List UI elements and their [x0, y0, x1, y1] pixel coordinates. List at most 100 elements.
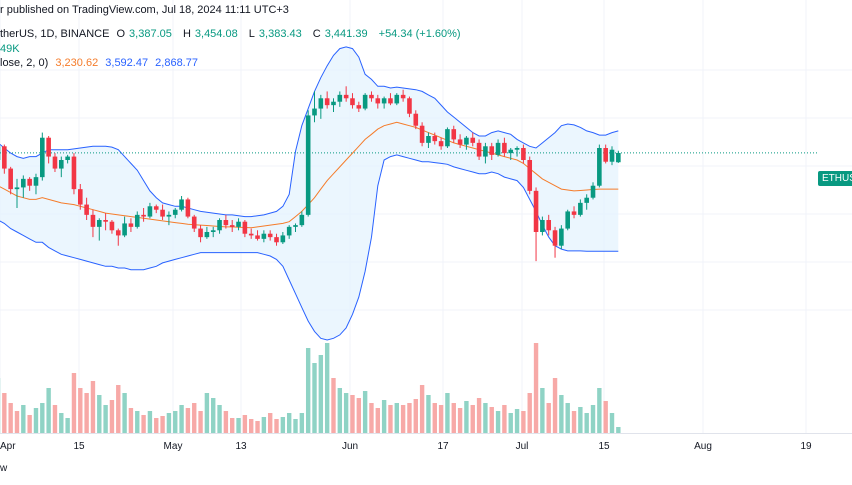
- volume-bar: [280, 417, 286, 433]
- candle-body: [267, 233, 273, 238]
- volume-bar: [52, 405, 58, 433]
- candle-body: [280, 235, 286, 243]
- volume-bar: [84, 393, 89, 433]
- volume-bar: [565, 403, 570, 433]
- candle: [153, 204, 159, 214]
- candle-body: [153, 206, 159, 210]
- candle-body: [521, 148, 526, 160]
- candle: [261, 230, 267, 243]
- candle-body: [432, 136, 438, 142]
- candle: [242, 220, 248, 238]
- candle: [185, 197, 191, 219]
- time-tick-label: Apr: [0, 441, 16, 452]
- candle-body: [552, 230, 558, 246]
- publish-line: r published on TradingView.com, Jul 18, …: [0, 4, 293, 16]
- volume-bar: [407, 403, 412, 433]
- bb-upper-value: 3,592.47: [105, 57, 149, 69]
- candle-body: [8, 168, 13, 190]
- volume-bar: [533, 343, 539, 433]
- volume-bar: [267, 413, 273, 433]
- low-label: L: [248, 28, 255, 40]
- candle-body: [419, 125, 425, 143]
- candle-body: [71, 156, 77, 190]
- volume-bar: [343, 393, 349, 433]
- volume-bar: [147, 411, 153, 433]
- volume-bar: [337, 388, 343, 433]
- candle-body: [508, 149, 514, 154]
- ohlc-line: therUS, 1D, BINANCE O 3,387.05 H 3,454.08 …: [0, 28, 465, 40]
- volume-bar: [324, 343, 330, 433]
- candle-body: [381, 98, 387, 104]
- candle-body: [445, 129, 450, 147]
- candle-body: [90, 214, 96, 227]
- candle-body: [77, 189, 83, 205]
- candle-body: [394, 94, 400, 104]
- candle-body: [198, 228, 203, 238]
- candle: [552, 226, 558, 258]
- volume-bar: [173, 411, 178, 433]
- candle-body: [2, 146, 7, 169]
- candle-body: [527, 160, 533, 191]
- volume-bar: [388, 405, 393, 433]
- candle: [293, 223, 298, 232]
- bb-lower-value: 2,868.77: [155, 57, 198, 69]
- candle-body: [96, 220, 102, 227]
- candle-body: [14, 187, 20, 190]
- candle-body: [217, 220, 222, 231]
- volume-bar: [616, 427, 621, 433]
- candle-body: [255, 235, 260, 239]
- volume-bar: [552, 378, 558, 433]
- volume-bar: [318, 355, 324, 433]
- volume-bar: [122, 393, 127, 433]
- time-tick-label: Jul: [516, 441, 529, 452]
- volume-bar: [438, 405, 444, 433]
- candle: [356, 101, 362, 112]
- candle-body: [261, 233, 267, 239]
- candle-body: [46, 137, 51, 157]
- candle: [331, 98, 336, 112]
- volume-bar: [350, 395, 355, 433]
- volume-bar: [179, 405, 184, 433]
- candle: [476, 139, 482, 160]
- candle: [559, 225, 564, 250]
- candle: [464, 136, 469, 150]
- candle: [14, 178, 20, 208]
- volume-bar: [502, 405, 507, 433]
- candle-body: [616, 152, 621, 163]
- volume-bar: [204, 393, 210, 433]
- volume-bar: [154, 418, 159, 433]
- symbol-text: therUS, 1D, BINANCE: [0, 28, 110, 40]
- candle: [324, 91, 330, 109]
- candle-body: [609, 149, 615, 162]
- volume-bar: [356, 398, 362, 433]
- candle-body: [115, 230, 121, 236]
- time-tick-label: Aug: [694, 441, 712, 452]
- candle: [2, 144, 7, 174]
- candle-body: [299, 214, 305, 226]
- candle-body: [236, 221, 241, 227]
- candle-body: [362, 94, 368, 109]
- candle: [122, 216, 127, 238]
- volume-bar: [312, 363, 317, 433]
- volume-bar: [590, 405, 596, 433]
- candle-body: [204, 232, 210, 238]
- candle: [134, 211, 140, 229]
- candle-body: [495, 142, 501, 155]
- candle: [109, 220, 115, 234]
- candle: [489, 142, 495, 160]
- candle-body: [597, 148, 602, 186]
- bollinger-upper-line: [0, 46, 619, 218]
- candle: [267, 230, 273, 241]
- candle-body: [109, 221, 115, 231]
- candle: [521, 144, 526, 164]
- candle: [115, 228, 121, 246]
- candle: [40, 132, 45, 181]
- time-tick-label: 15: [598, 441, 610, 452]
- candle: [388, 93, 393, 106]
- volume-bar: [362, 391, 368, 433]
- candle-body: [514, 148, 520, 150]
- time-tick-label: 17: [437, 441, 449, 452]
- candle: [305, 110, 311, 217]
- candle: [299, 211, 305, 227]
